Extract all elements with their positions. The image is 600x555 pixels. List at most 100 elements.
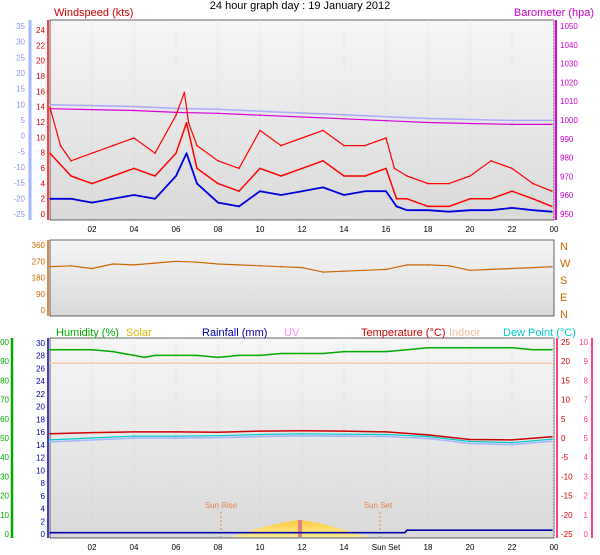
pressure-line-point: [343, 114, 345, 116]
humidity-line-point: [385, 350, 387, 353]
humidity-tick-label: 30: [0, 472, 9, 481]
wind-gust-line-point: [59, 144, 62, 147]
indoor-temp-line-point: [301, 362, 303, 364]
windspeed-line-point: [133, 167, 135, 170]
wind-gust-line-point: [238, 167, 240, 170]
wind-direction-line-point: [175, 260, 177, 263]
wind-tick-label: 4: [41, 179, 46, 188]
wind-tick-label: 16: [36, 87, 45, 96]
wind-direction-line-point: [112, 263, 114, 265]
windspeed-line-point: [406, 198, 408, 200]
temp-left-tick-label: 30: [16, 38, 25, 47]
humidity-line-point: [427, 347, 429, 349]
uv-tick-label: 8: [584, 376, 589, 385]
rainfall-tick-label: 22: [36, 390, 45, 399]
windspeed-line-point: [427, 205, 429, 208]
avg-wind-line-point: [395, 205, 398, 208]
dewpoint-line-point: [385, 433, 387, 436]
temp-x-tick-label: 00: [550, 543, 559, 552]
temperature-tick-label: -20: [561, 511, 573, 520]
wind-direction-line-point: [196, 261, 198, 264]
barometer-tick-label: 1050: [560, 22, 578, 31]
rainfall-tick-label: 12: [36, 454, 45, 463]
avg-wind-line-point: [551, 210, 553, 213]
pressure-line-point: [259, 110, 261, 112]
humidity-line-point: [551, 348, 553, 351]
pressure-line-point: [551, 119, 553, 122]
humidity-line-point: [91, 348, 93, 351]
windspeed-line-point: [395, 198, 398, 200]
windspeed-line-point: [343, 175, 345, 177]
wind-gust-line-point: [70, 160, 72, 162]
rainfall-tick-label: 4: [41, 505, 46, 514]
barometer-line-point: [343, 118, 345, 120]
avg-wind-line-point: [154, 198, 156, 200]
rainfall-tick-label: 14: [36, 441, 45, 450]
uv-tick-label: 5: [584, 434, 589, 443]
temp-left-tick-label: 5: [21, 116, 26, 125]
wind-x-tick-label: 08: [214, 225, 223, 234]
wind-gust-line-point: [393, 167, 396, 170]
rainfall-line: [50, 529, 552, 534]
uv-tick-label: 7: [584, 396, 589, 405]
wind-tick-label: 22: [36, 41, 45, 50]
avg-wind-line-point: [322, 186, 324, 189]
barometer-line-point: [469, 122, 471, 125]
dewpoint-line-point: [49, 439, 51, 441]
wind-tick-label: 24: [36, 26, 45, 35]
wind-tick-label: 12: [36, 118, 45, 127]
apparent-temp-line-point: [427, 437, 429, 440]
apparent-temp-line-point: [259, 435, 261, 438]
wind-direction-line-point: [70, 265, 72, 267]
compass-label: E: [560, 292, 567, 304]
wind-direction-line-point: [301, 266, 303, 269]
direction-tick-label: 270: [32, 257, 46, 266]
temp-x-tick-label: 20: [466, 543, 475, 552]
indoor-temp-line-point: [133, 362, 135, 364]
rainfall-tick-label: 20: [36, 403, 45, 412]
temp-left-tick-label: 0: [21, 132, 26, 141]
indoor-label: Indoor: [449, 327, 481, 339]
windspeed-line-point: [259, 167, 261, 170]
dewpoint-line-point: [469, 440, 471, 443]
dewpoint-line-point: [343, 433, 345, 436]
humidity-line-point: [196, 354, 198, 357]
wind-x-tick-label: 10: [256, 225, 265, 234]
humidity-tick-label: 90: [0, 357, 9, 366]
wind-gust-line-point: [133, 137, 135, 139]
wind-direction-line-point: [49, 265, 51, 268]
temperature-label: Temperature (°C): [361, 327, 445, 339]
humidity-line-point: [364, 350, 366, 353]
wind-gust-line-point: [259, 129, 261, 132]
humidity-line: [50, 347, 552, 359]
rainfall-line-point: [404, 531, 406, 534]
windspeed-line-point: [238, 190, 240, 192]
windspeed-line-point: [91, 182, 93, 185]
barometer-line-point: [301, 116, 303, 118]
wind-direction-line-point: [364, 269, 366, 272]
temperature-line-point: [49, 433, 51, 435]
humidity-line-point: [532, 348, 534, 351]
wind-direction-line-point: [448, 265, 450, 267]
temp-left-tick-label: -25: [13, 210, 25, 219]
temperature-tick-label: -15: [561, 492, 573, 501]
windspeed-line-point: [322, 160, 324, 162]
dewpoint-line-point: [511, 441, 513, 444]
dewpoint-line-point: [551, 438, 553, 441]
compass-label: W: [560, 258, 571, 270]
rainfall-tick-label: 0: [41, 530, 46, 539]
humidity-tick-label: 40: [0, 453, 9, 462]
humidity-tick-label: 100: [0, 338, 10, 347]
temperature-tick-label: 0: [561, 434, 566, 443]
temp-left-tick-label: 35: [16, 22, 25, 31]
windspeed-line-point: [551, 205, 553, 208]
windspeed-line-point: [217, 182, 219, 185]
apparent-temp-line-point: [217, 436, 219, 439]
avg-wind-line-point: [385, 190, 387, 192]
pressure-line-point: [217, 108, 219, 111]
wind-gust-line-point: [154, 152, 156, 154]
avg-wind-line-point: [427, 209, 429, 211]
windspeed-line-point: [364, 175, 366, 177]
temperature-line-point: [551, 436, 553, 438]
barometer-line-point: [551, 123, 553, 126]
